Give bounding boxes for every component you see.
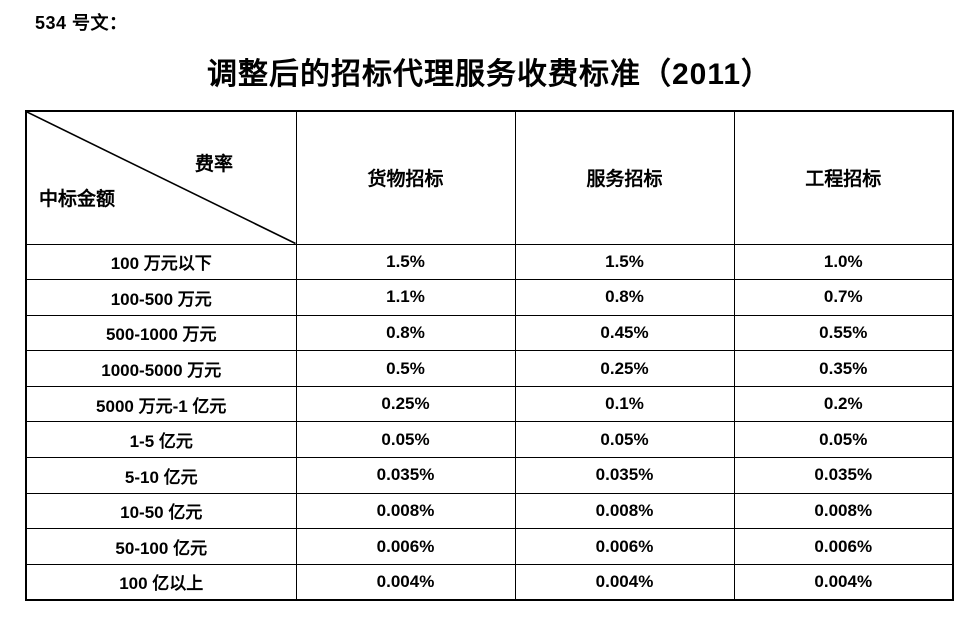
amount-cell: 100 万元以下 [25,243,297,281]
rate-cell: 0.8% [514,279,735,316]
rate-cell: 1.5% [295,243,516,281]
rate-cell: 0.7% [733,279,954,316]
table-row: 100-500 万元 1.1% 0.8% 0.7% [25,279,954,316]
rate-cell: 0.05% [733,421,954,459]
amount-cell: 100 亿以上 [25,563,297,601]
rate-cell: 1.0% [733,243,954,281]
amount-cell: 100-500 万元 [25,279,297,316]
rate-cell: 0.004% [514,563,735,601]
rate-cell: 0.2% [733,385,954,423]
rate-cell: 1.1% [295,279,516,316]
amount-cell: 1-5 亿元 [25,421,297,459]
rate-cell: 0.004% [295,563,516,601]
corner-header-cell: 费率 中标金额 [25,110,297,245]
rate-cell: 0.05% [295,421,516,459]
fee-table-body: 100 万元以下 1.5% 1.5% 1.0% 100-500 万元 1.1% 0.8% 0.… [25,243,954,601]
amount-cell: 500-1000 万元 [25,314,297,352]
rate-cell: 0.05% [514,421,735,459]
rate-cell: 0.1% [514,385,735,423]
rate-cell: 0.008% [514,492,735,530]
fee-table: 费率 中标金额 货物招标 服务招标 工程招标 100 万元以下 1.5% 1.5% 1… [25,110,954,601]
column-header-engineering-tender: 工程招标 [733,110,954,245]
table-row: 1-5 亿元 0.05% 0.05% 0.05% [25,421,954,459]
table-row: 5-10 亿元 0.035% 0.035% 0.035% [25,457,954,494]
rate-cell: 0.008% [295,492,516,530]
rate-cell: 0.45% [514,314,735,352]
amount-cell: 10-50 亿元 [25,492,297,530]
rate-cell: 0.25% [295,385,516,423]
page-title: 调整后的招标代理服务收费标准（2011） [206,58,773,91]
header-row: 费率 中标金额 货物招标 服务招标 工程招标 [25,110,954,245]
rate-cell: 0.035% [514,457,735,494]
doc-number-label: 534 号文： [35,13,128,33]
table-row: 1000-5000 万元 0.5% 0.25% 0.35% [25,350,954,387]
rate-cell: 1.5% [514,243,735,281]
rate-cell: 0.25% [514,350,735,387]
table-row: 100 万元以下 1.5% 1.5% 1.0% [25,243,954,281]
rate-cell: 0.006% [733,528,954,565]
rate-cell: 0.55% [733,314,954,352]
table-row: 500-1000 万元 0.8% 0.45% 0.55% [25,314,954,352]
table-row: 50-100 亿元 0.006% 0.006% 0.006% [25,528,954,565]
table-row: 5000 万元-1 亿元 0.25% 0.1% 0.2% [25,385,954,423]
column-header-goods-tender: 货物招标 [295,110,516,245]
rate-cell: 0.035% [733,457,954,494]
rate-cell: 0.035% [295,457,516,494]
column-header-service-tender: 服务招标 [514,110,735,245]
rate-cell: 0.006% [514,528,735,565]
amount-cell: 50-100 亿元 [25,528,297,565]
corner-label-amount: 中标金额 [39,189,116,210]
amount-cell: 1000-5000 万元 [25,350,297,387]
rate-cell: 0.35% [733,350,954,387]
rate-cell: 0.006% [295,528,516,565]
diagonal-divider-line [27,112,296,244]
table-row: 10-50 亿元 0.008% 0.008% 0.008% [25,492,954,530]
corner-label-rate: 费率 [195,154,234,175]
amount-cell: 5000 万元-1 亿元 [25,385,297,423]
rate-cell: 0.5% [295,350,516,387]
table-row: 100 亿以上 0.004% 0.004% 0.004% [25,563,954,601]
rate-cell: 0.004% [733,563,954,601]
rate-cell: 0.008% [733,492,954,530]
rate-cell: 0.8% [295,314,516,352]
amount-cell: 5-10 亿元 [25,457,297,494]
